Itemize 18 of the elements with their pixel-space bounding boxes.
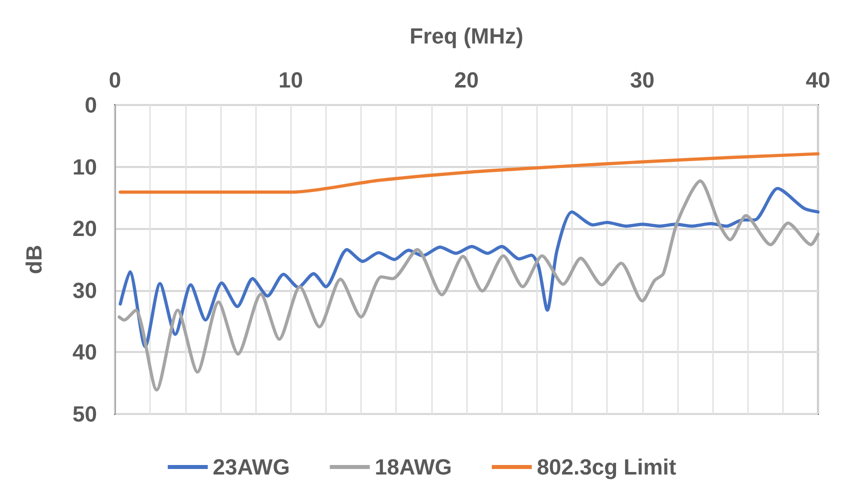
x-tick-label: 40 (806, 68, 830, 92)
y-tick-label: 40 (72, 340, 97, 365)
x-axis-title: Freq (MHz) (410, 24, 524, 48)
x-tick-label: 30 (630, 68, 654, 92)
legend-label: 18AWG (374, 454, 452, 480)
x-tick-label: 20 (454, 68, 479, 92)
y-tick-label: 10 (72, 154, 97, 180)
y-tick-label: 20 (72, 216, 97, 242)
y-tick-label: 0 (84, 92, 97, 118)
x-tick-label: 0 (108, 68, 122, 92)
y-tick-label: 50 (72, 402, 97, 426)
legend-label: 23AWG (212, 454, 290, 480)
line-series (118, 186, 820, 348)
x-tick-label: 10 (278, 68, 303, 92)
y-axis-title: dB (22, 244, 46, 274)
legend-label: 802.3cg Limit (536, 454, 677, 480)
line-series (118, 152, 820, 194)
y-tick-label: 30 (72, 278, 97, 303)
